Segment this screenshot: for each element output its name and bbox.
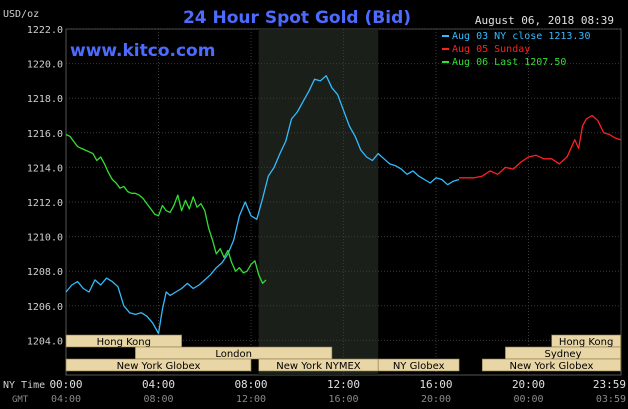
x-tick-label-ny: 04:00: [142, 378, 175, 391]
series-line: [65, 133, 267, 284]
session-bar: [377, 358, 460, 372]
watermark-url: www.kitco.com: [70, 41, 215, 61]
x-tick-label-gmt: 08:00: [143, 394, 173, 405]
x-tick-label-gmt: 04:00: [51, 394, 81, 405]
session-label: New York Globex: [510, 361, 594, 372]
session-bar: [65, 358, 252, 372]
session-label: NY Globex: [393, 361, 445, 372]
grid-lines: [66, 28, 621, 375]
market-sessions: Hong Kong London New York Globex New York N…: [65, 334, 621, 372]
session-label: London: [215, 349, 252, 360]
x-tick-label-ny: 23:59: [593, 378, 626, 391]
legend-entry: Aug 03 NY close 1213.30: [452, 31, 590, 42]
y-tick-label: 1208.0: [27, 267, 63, 278]
y-tick-label: 1210.0: [27, 233, 63, 244]
session-label: Hong Kong: [97, 337, 151, 348]
y-tick-label: 1214.0: [27, 163, 63, 174]
session-label: Hong Kong: [559, 337, 613, 348]
chart-title: 24 Hour Spot Gold (Bid): [183, 8, 411, 28]
y-tick-label: 1216.0: [27, 129, 63, 140]
series-line: [459, 114, 621, 179]
x-tick-label-gmt: 03:59: [596, 394, 626, 405]
y-tick-label: 1204.0: [27, 336, 63, 347]
x-tick-label-ny: 08:00: [234, 378, 267, 391]
x-tick-label-gmt: 00:00: [513, 394, 543, 405]
y-tick-label: 1206.0: [27, 302, 63, 313]
x-axis-ticks: 00:00 04:00 04:00 08:00 08:00 12:00 12:00 16:00…: [49, 378, 626, 405]
x-tick-label-gmt: 12:00: [236, 394, 266, 405]
session-bar: [65, 334, 182, 348]
ny-time-row-label: NY Time: [3, 380, 45, 391]
legend-entry: Aug 06 Last 1207.50: [452, 57, 566, 68]
series-lines: [65, 75, 621, 335]
y-axis-ticks: 1204.0 1206.0 1208.0 1210.0 1212.0 1214.0 1216…: [27, 25, 63, 347]
session-label: Sydney: [544, 349, 581, 360]
timestamp: August 06, 2018 08:39: [475, 14, 614, 27]
y-axis-label: USD/oz: [3, 9, 39, 20]
session-label: New York Globex: [117, 361, 201, 372]
y-tick-label: 1222.0: [27, 25, 63, 36]
legend: Aug 03 NY close 1213.30 Aug 05 Sunday Aug …: [442, 31, 590, 68]
legend-entry: Aug 05 Sunday: [452, 44, 530, 55]
x-tick-label-gmt: 16:00: [328, 394, 358, 405]
x-tick-label-ny: 00:00: [49, 378, 82, 391]
x-tick-label-gmt: 20:00: [421, 394, 451, 405]
x-tick-label-ny: 12:00: [327, 378, 360, 391]
x-tick-label-ny: 16:00: [419, 378, 452, 391]
gmt-row-label: GMT: [12, 395, 29, 405]
y-tick-label: 1212.0: [27, 198, 63, 209]
session-bar: [481, 358, 621, 372]
session-label: New York NYMEX: [276, 361, 361, 372]
x-tick-label-ny: 20:00: [512, 378, 545, 391]
series-line: [65, 75, 460, 335]
y-tick-label: 1218.0: [27, 94, 63, 105]
y-tick-label: 1220.0: [27, 60, 63, 71]
